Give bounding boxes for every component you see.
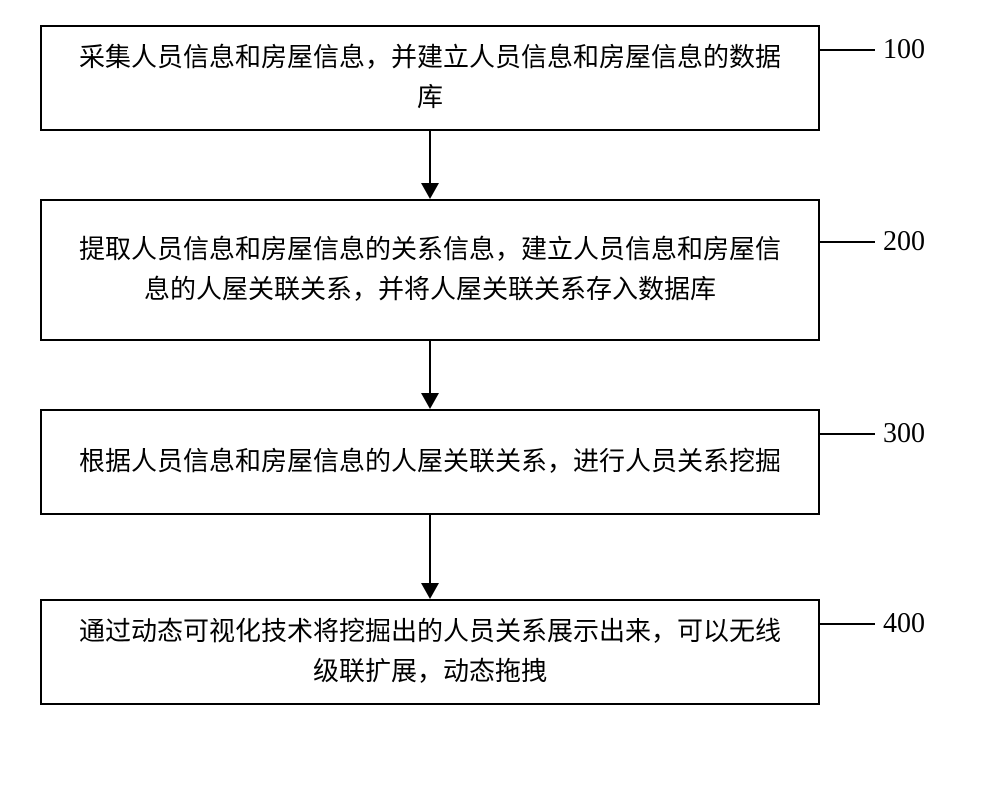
- arrow-2: [421, 341, 439, 409]
- step-label-300: 300: [883, 418, 925, 450]
- step-text-200: 提取人员信息和房屋信息的关系信息，建立人员信息和房屋信息的人屋关联关系，并将人屋…: [72, 230, 788, 311]
- label-connector-200: [820, 241, 875, 243]
- step-row-200: 提取人员信息和房屋信息的关系信息，建立人员信息和房屋信息的人屋关联关系，并将人屋…: [40, 199, 960, 341]
- step-box-400: 通过动态可视化技术将挖掘出的人员关系展示出来，可以无线级联扩展，动态拖拽: [40, 599, 820, 705]
- step-text-300: 根据人员信息和房屋信息的人屋关联关系，进行人员关系挖掘: [79, 442, 781, 482]
- label-connector-100: [820, 49, 875, 51]
- arrow-line-1: [429, 131, 431, 183]
- step-label-200: 200: [883, 226, 925, 258]
- arrow-line-3: [429, 515, 431, 583]
- step-box-300: 根据人员信息和房屋信息的人屋关联关系，进行人员关系挖掘: [40, 409, 820, 515]
- step-label-100: 100: [883, 34, 925, 66]
- arrow-3: [421, 515, 439, 599]
- step-label-400: 400: [883, 608, 925, 640]
- step-row-100: 采集人员信息和房屋信息，并建立人员信息和房屋信息的数据库 100: [40, 25, 960, 131]
- label-connector-300: [820, 433, 875, 435]
- arrow-head-2: [421, 393, 439, 409]
- label-connector-400: [820, 623, 875, 625]
- arrow-1: [421, 131, 439, 199]
- step-row-400: 通过动态可视化技术将挖掘出的人员关系展示出来，可以无线级联扩展，动态拖拽 400: [40, 599, 960, 705]
- arrow-line-2: [429, 341, 431, 393]
- step-box-200: 提取人员信息和房屋信息的关系信息，建立人员信息和房屋信息的人屋关联关系，并将人屋…: [40, 199, 820, 341]
- step-text-400: 通过动态可视化技术将挖掘出的人员关系展示出来，可以无线级联扩展，动态拖拽: [72, 612, 788, 693]
- arrow-head-3: [421, 583, 439, 599]
- step-row-300: 根据人员信息和房屋信息的人屋关联关系，进行人员关系挖掘 300: [40, 409, 960, 515]
- step-box-100: 采集人员信息和房屋信息，并建立人员信息和房屋信息的数据库: [40, 25, 820, 131]
- arrow-head-1: [421, 183, 439, 199]
- step-text-100: 采集人员信息和房屋信息，并建立人员信息和房屋信息的数据库: [72, 38, 788, 119]
- flowchart-container: 采集人员信息和房屋信息，并建立人员信息和房屋信息的数据库 100 提取人员信息和…: [40, 25, 960, 705]
